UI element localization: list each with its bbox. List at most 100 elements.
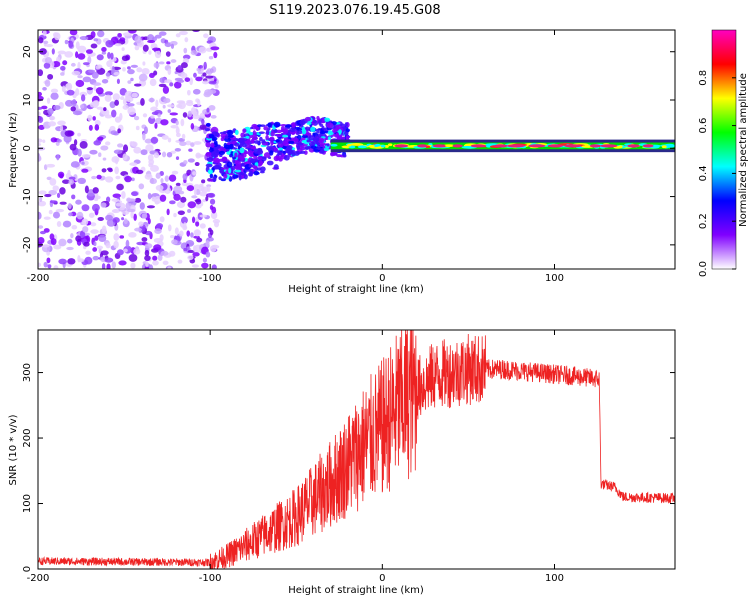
- noise-blob: [81, 218, 89, 226]
- noise-blob: [58, 258, 67, 265]
- spectrogram-noise: [38, 30, 221, 269]
- noise-blob: [193, 141, 202, 145]
- signal-blob: [289, 127, 297, 133]
- noise-blob: [44, 79, 51, 87]
- noise-blob: [49, 200, 58, 204]
- signal-blob: [320, 147, 325, 154]
- noise-blob: [210, 211, 218, 220]
- noise-blob: [105, 72, 111, 77]
- noise-blob: [109, 101, 116, 109]
- noise-blob: [103, 107, 107, 112]
- noise-blob: [141, 213, 148, 219]
- colorbar-tick-label: 0.8: [698, 70, 709, 86]
- noise-blob: [110, 130, 118, 136]
- signal-peak: [452, 144, 463, 148]
- noise-blob: [177, 79, 185, 83]
- noise-blob: [170, 125, 179, 129]
- noise-blob: [84, 232, 91, 236]
- noise-blob: [170, 235, 175, 239]
- noise-blob: [75, 51, 79, 59]
- signal-blob: [319, 143, 324, 148]
- noise-blob: [96, 106, 104, 110]
- noise-blob: [208, 227, 212, 232]
- noise-blob: [101, 51, 107, 55]
- noise-blob: [90, 43, 98, 49]
- noise-blob: [138, 221, 144, 227]
- noise-blob: [184, 77, 191, 82]
- signal-blob: [253, 165, 258, 170]
- signal-blob: [338, 129, 342, 135]
- noise-blob: [49, 178, 57, 186]
- signal-blob: [224, 144, 231, 150]
- noise-blob: [121, 190, 126, 199]
- signal-blob: [313, 137, 320, 142]
- signal-blob: [308, 141, 316, 147]
- signal-blob: [316, 128, 320, 134]
- noise-blob: [158, 83, 167, 88]
- colorbar-tick-label: 0.2: [698, 213, 709, 229]
- noise-blob: [43, 216, 51, 220]
- noise-blob: [193, 72, 197, 78]
- noise-blob: [192, 245, 197, 252]
- noise-blob: [110, 52, 114, 60]
- noise-blob: [179, 141, 187, 147]
- noise-blob: [167, 68, 172, 75]
- noise-blob: [93, 38, 99, 42]
- colorbar-tick-label: 0.6: [698, 118, 709, 134]
- noise-blob: [209, 204, 214, 210]
- signal-blob: [327, 136, 332, 141]
- noise-blob: [105, 39, 114, 48]
- noise-blob: [98, 152, 102, 158]
- noise-blob: [129, 162, 138, 166]
- noise-blob: [157, 254, 163, 262]
- signal-blob: [310, 145, 317, 149]
- noise-blob: [153, 244, 162, 251]
- noise-blob: [160, 177, 164, 184]
- noise-blob: [38, 37, 44, 44]
- noise-blob: [190, 107, 197, 114]
- noise-blob: [180, 118, 185, 127]
- noise-blob: [72, 110, 82, 116]
- noise-blob: [206, 68, 213, 75]
- snr-y-ticks: 0 100 200 300: [22, 363, 675, 572]
- noise-blob: [67, 202, 72, 210]
- noise-blob: [182, 112, 188, 118]
- signal-blob: [273, 164, 279, 170]
- signal-blob: [297, 130, 303, 135]
- noise-blob: [128, 253, 138, 262]
- signal-blob: [250, 126, 254, 130]
- signal-band-blob: [368, 144, 375, 148]
- signal-blob: [296, 127, 303, 131]
- noise-blob: [202, 257, 207, 263]
- noise-blob: [38, 142, 42, 147]
- noise-blob: [123, 218, 128, 225]
- noise-blob: [67, 258, 76, 265]
- noise-blob: [92, 187, 99, 194]
- signal-blob: [245, 135, 250, 139]
- noise-blob: [123, 248, 128, 253]
- noise-blob: [147, 192, 152, 200]
- noise-blob: [95, 87, 104, 95]
- noise-blob: [171, 239, 178, 245]
- noise-blob: [41, 244, 50, 248]
- signal-blob: [285, 124, 292, 128]
- noise-blob: [79, 140, 88, 149]
- noise-blob: [38, 69, 44, 77]
- noise-blob: [59, 187, 66, 195]
- noise-blob: [187, 255, 194, 261]
- noise-blob: [201, 179, 206, 184]
- noise-blob: [168, 174, 177, 182]
- noise-blob: [122, 32, 132, 37]
- noise-blob: [119, 112, 123, 121]
- noise-blob: [183, 222, 187, 229]
- signal-blob: [228, 167, 232, 174]
- noise-blob: [86, 87, 94, 91]
- noise-blob: [44, 44, 54, 48]
- noise-blob: [152, 47, 161, 51]
- noise-blob: [127, 69, 135, 75]
- noise-blob: [54, 32, 61, 41]
- noise-blob: [166, 151, 173, 158]
- noise-blob: [38, 138, 43, 143]
- noise-blob: [203, 61, 207, 70]
- noise-blob: [75, 41, 80, 50]
